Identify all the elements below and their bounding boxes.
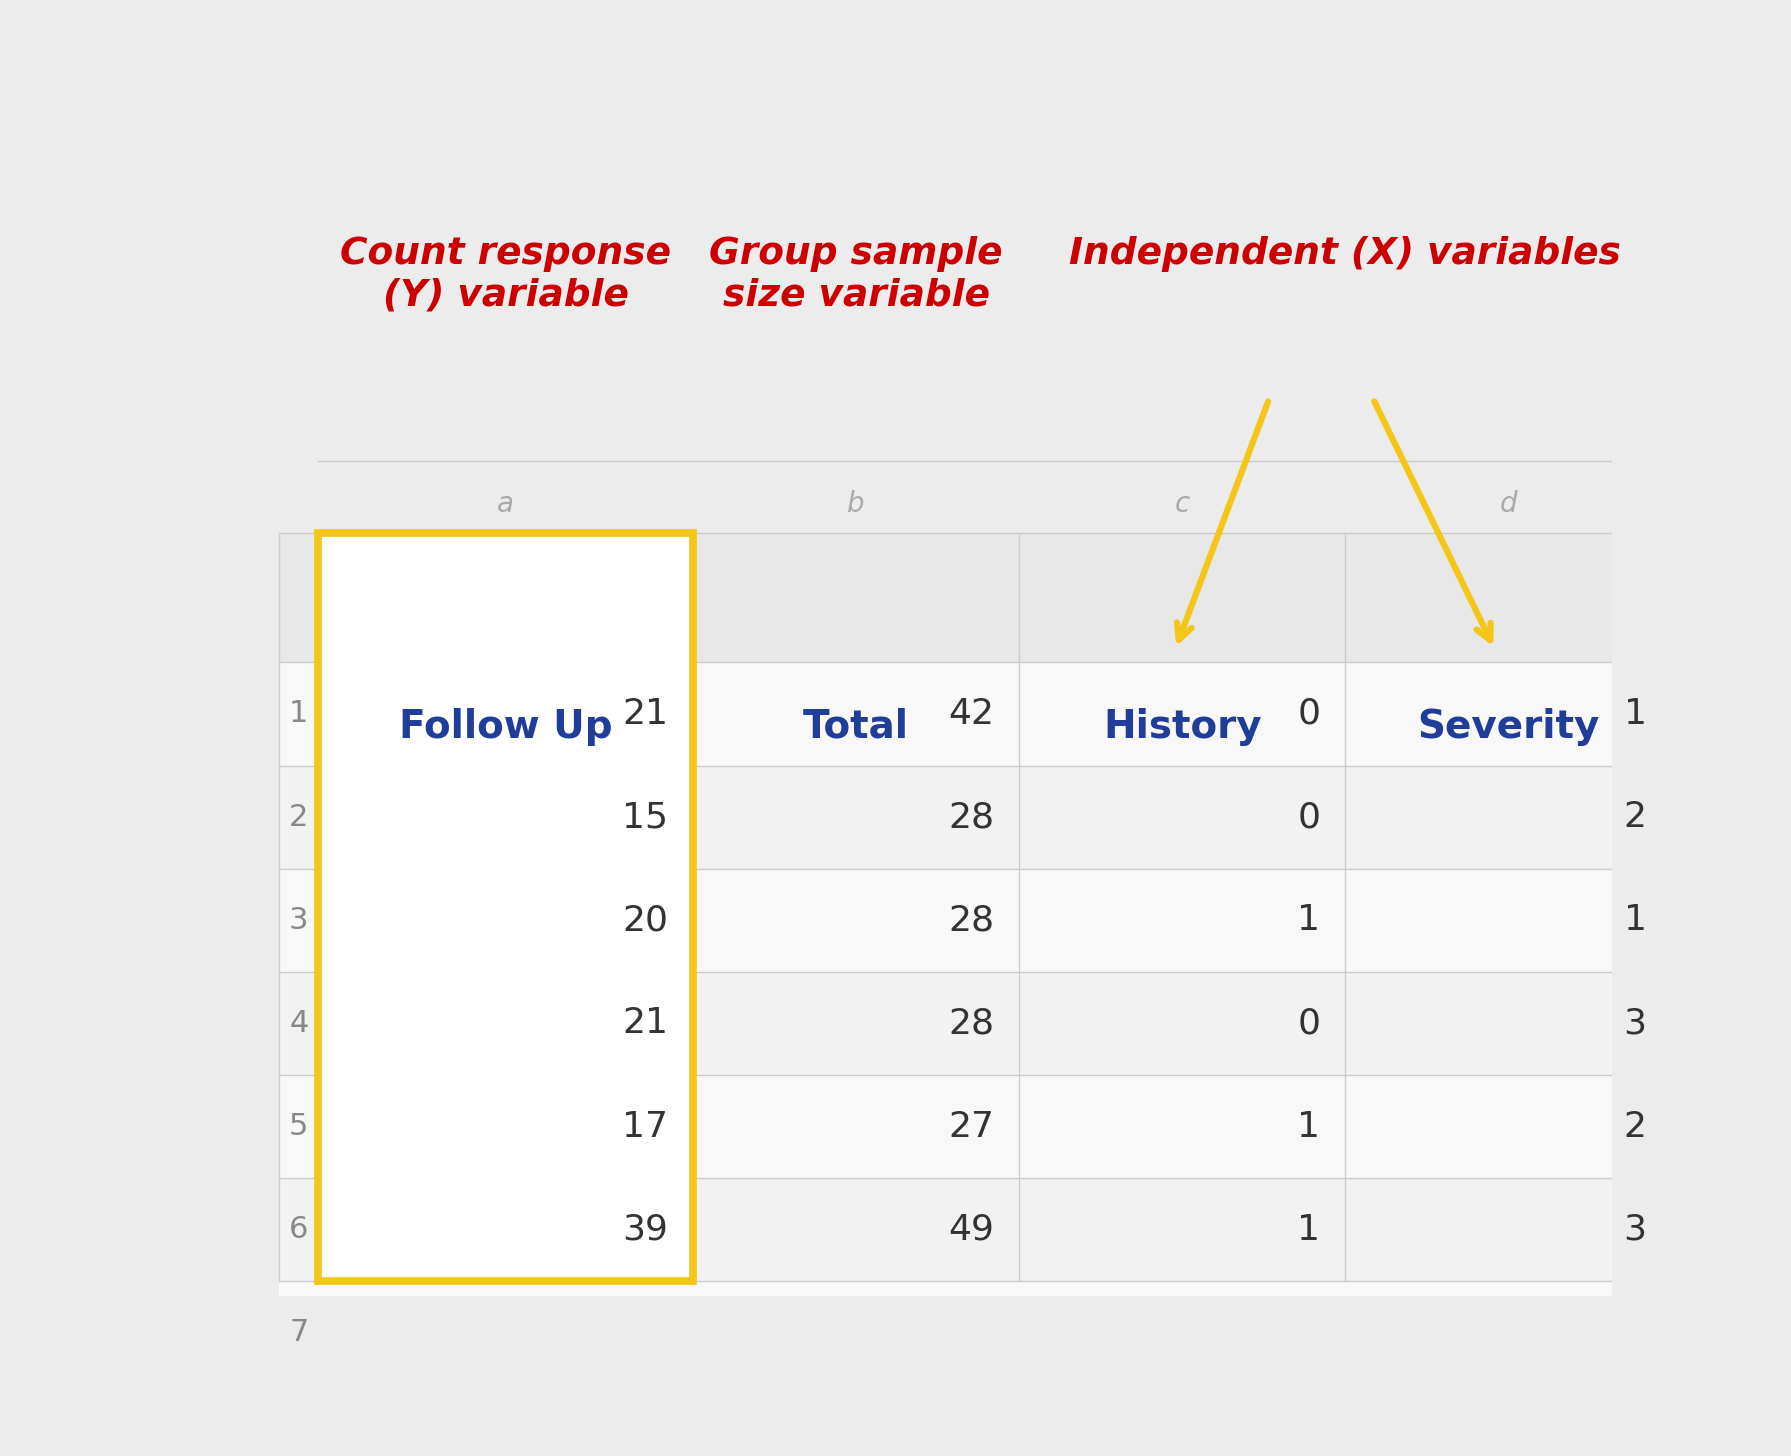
Text: 2: 2 bbox=[1624, 801, 1646, 834]
Text: 1: 1 bbox=[1297, 1213, 1320, 1246]
Text: 5: 5 bbox=[288, 1112, 308, 1142]
Text: 1: 1 bbox=[288, 699, 308, 728]
Text: 7: 7 bbox=[288, 1318, 308, 1347]
Bar bbox=[279, 460, 1671, 533]
Text: 0: 0 bbox=[1297, 697, 1320, 731]
Bar bbox=[279, 1281, 1671, 1385]
Bar bbox=[279, 662, 1671, 766]
Bar bbox=[319, 220, 1671, 460]
Text: 0: 0 bbox=[1297, 1006, 1320, 1041]
Text: 42: 42 bbox=[947, 697, 994, 731]
Bar bbox=[279, 869, 1671, 971]
Bar bbox=[279, 1075, 1671, 1178]
Text: 3: 3 bbox=[1624, 1213, 1646, 1246]
Text: 3: 3 bbox=[1624, 1006, 1646, 1041]
Text: c: c bbox=[1175, 491, 1189, 518]
Text: 2: 2 bbox=[1624, 1109, 1646, 1143]
Text: b: b bbox=[847, 491, 865, 518]
Text: 6: 6 bbox=[288, 1216, 308, 1245]
Text: 1: 1 bbox=[1297, 903, 1320, 938]
Text: 17: 17 bbox=[621, 1109, 668, 1143]
Text: 39: 39 bbox=[621, 1213, 668, 1246]
Text: 2: 2 bbox=[288, 802, 308, 831]
Text: 20: 20 bbox=[621, 903, 668, 938]
Text: Group sample
size variable: Group sample size variable bbox=[709, 236, 1003, 314]
Text: 28: 28 bbox=[947, 1006, 994, 1041]
Text: History: History bbox=[1103, 708, 1261, 745]
Text: 21: 21 bbox=[621, 697, 668, 731]
Text: 1: 1 bbox=[1624, 697, 1646, 731]
Text: Total: Total bbox=[802, 708, 910, 745]
Bar bbox=[279, 766, 1671, 869]
Text: 3: 3 bbox=[288, 906, 308, 935]
Text: 1: 1 bbox=[1624, 903, 1646, 938]
Text: 1: 1 bbox=[1297, 1109, 1320, 1143]
Text: 4: 4 bbox=[288, 1009, 308, 1038]
Text: 49: 49 bbox=[949, 1213, 994, 1246]
Text: 21: 21 bbox=[621, 1006, 668, 1041]
Bar bbox=[319, 533, 693, 1281]
Bar bbox=[279, 533, 1671, 662]
Text: Follow Up: Follow Up bbox=[399, 708, 613, 745]
Text: 27: 27 bbox=[947, 1109, 994, 1143]
Text: Count response
(Y) variable: Count response (Y) variable bbox=[340, 236, 672, 314]
Text: Severity: Severity bbox=[1417, 708, 1599, 745]
Text: Independent (X) variables: Independent (X) variables bbox=[1069, 236, 1621, 272]
Text: d: d bbox=[1499, 491, 1517, 518]
Text: 28: 28 bbox=[947, 903, 994, 938]
Text: 28: 28 bbox=[947, 801, 994, 834]
Bar bbox=[279, 1178, 1671, 1281]
Text: a: a bbox=[498, 491, 514, 518]
Text: 15: 15 bbox=[621, 801, 668, 834]
Bar bbox=[279, 971, 1671, 1075]
Text: 0: 0 bbox=[1297, 801, 1320, 834]
